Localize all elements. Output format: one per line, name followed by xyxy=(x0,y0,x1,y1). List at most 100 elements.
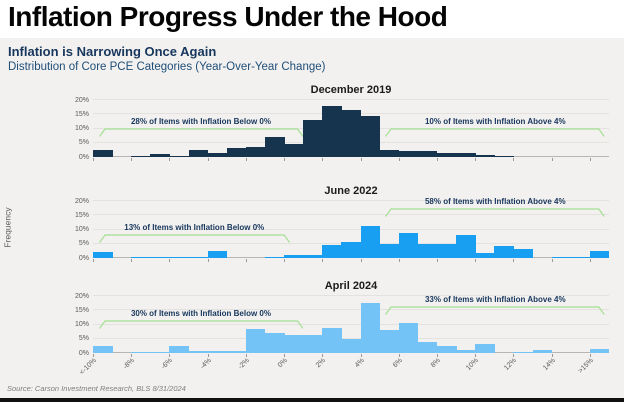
histogram-bar xyxy=(417,341,438,353)
annotation-label: 58% of Items with Inflation Above 4% xyxy=(424,196,566,206)
x-tick-mark xyxy=(169,354,171,357)
source-note: Source: Carson Investment Research, BLS … xyxy=(7,384,186,393)
histogram-bar xyxy=(398,323,419,353)
annotation-bracket xyxy=(98,319,304,329)
x-tick-mark xyxy=(475,259,477,262)
y-tick-label: 0% xyxy=(78,254,89,262)
histogram-bar xyxy=(265,256,285,258)
gridline xyxy=(93,228,609,230)
histogram-bar xyxy=(379,149,400,157)
histogram-bar xyxy=(532,350,553,353)
x-tick-mark xyxy=(169,158,171,161)
histogram-bar xyxy=(207,250,228,258)
y-tick-label: 0% xyxy=(78,153,89,161)
histogram-bar xyxy=(207,350,228,353)
histogram-bar xyxy=(322,327,342,353)
annotation-label: 30% of Items with Inflation Below 0% xyxy=(130,308,271,318)
panel-plot: 0% 5% 10% 15% 20% 28% of Items with Inflation… xyxy=(75,97,609,161)
histogram-bar xyxy=(169,256,190,258)
annotation-bracket xyxy=(385,306,606,316)
x-tick-mark xyxy=(131,259,133,262)
histogram-bar xyxy=(226,148,247,157)
histogram-bar xyxy=(188,350,209,353)
x-tick-mark xyxy=(589,259,591,262)
histogram-bar xyxy=(360,303,381,353)
histogram-bar xyxy=(475,155,495,157)
panel-plot: 0% 5% 10% 15% 20% 30% of Items with Inflation… xyxy=(75,293,610,357)
histogram-bar xyxy=(341,338,362,353)
histogram-bar xyxy=(398,232,419,258)
histogram-bar xyxy=(226,350,247,353)
x-tick-mark xyxy=(93,259,94,262)
panel-title: June 2022 xyxy=(324,185,378,197)
y-tick-label: 10% xyxy=(74,125,89,132)
histogram-bar xyxy=(494,155,514,157)
x-tick-mark xyxy=(284,354,286,357)
annotation-bracket xyxy=(385,128,606,137)
x-tick-mark xyxy=(551,259,553,262)
page-title: Inflation Progress Under the Hood xyxy=(8,1,448,32)
x-tick-mark xyxy=(131,354,133,357)
histogram-bar xyxy=(169,155,190,157)
panel-title: December 2019 xyxy=(310,84,392,96)
x-tick-mark xyxy=(322,158,324,161)
x-tick-mark xyxy=(398,158,400,161)
histogram-bar xyxy=(513,249,534,258)
y-tick-label: 20% xyxy=(74,197,89,205)
histogram-bar xyxy=(475,252,495,258)
histogram-bar xyxy=(131,256,151,258)
histogram-bar xyxy=(303,119,323,157)
x-tick-mark xyxy=(475,158,477,161)
histogram-bar xyxy=(398,151,419,157)
histogram-bar xyxy=(322,105,342,157)
gridline xyxy=(93,214,609,216)
gridline xyxy=(93,323,609,325)
y-tick-label: 15% xyxy=(74,110,89,118)
x-tick-mark xyxy=(360,354,362,357)
histogram-bar xyxy=(379,244,400,258)
histogram-bar xyxy=(284,255,304,258)
histogram-bar xyxy=(494,246,514,258)
histogram-bar xyxy=(456,234,476,258)
histogram-bar xyxy=(188,149,209,157)
histogram-bar xyxy=(207,152,228,157)
x-tick-mark xyxy=(245,354,247,357)
x-tick-mark xyxy=(322,259,324,262)
histogram-bar xyxy=(322,245,342,258)
y-tick-label: 5% xyxy=(78,139,89,147)
histogram-bar xyxy=(437,345,457,353)
histogram-bar xyxy=(475,344,495,353)
x-tick-mark xyxy=(207,354,209,357)
histogram-bar xyxy=(188,256,209,258)
histogram-bar xyxy=(93,149,113,157)
x-tick-mark xyxy=(398,259,400,262)
y-tick-label: 0% xyxy=(78,349,89,357)
x-tick-mark xyxy=(589,354,591,357)
histogram-bar xyxy=(456,152,476,157)
gridline xyxy=(93,99,609,100)
histogram-bar xyxy=(360,115,381,157)
histogram-bar xyxy=(150,154,170,157)
annotation-bracket xyxy=(98,234,290,243)
x-tick-mark xyxy=(207,158,209,161)
y-tick-label: 15% xyxy=(74,306,89,314)
panel-plot: 0% 5% 10% 15% 20% 13% of Items with Inflation… xyxy=(75,197,610,262)
annotation-label: 10% of Items with Inflation Above 4% xyxy=(424,117,566,127)
x-tick-mark xyxy=(513,158,515,161)
x-tick-mark xyxy=(245,158,247,161)
x-tick-mark xyxy=(284,259,286,262)
histogram-bar xyxy=(93,345,113,353)
histogram-bar xyxy=(379,330,400,353)
annotation-label: 13% of Items with Inflation Below 0% xyxy=(124,222,265,232)
histogram-bar xyxy=(284,144,304,157)
x-tick-mark xyxy=(284,158,286,161)
x-tick-mark xyxy=(360,158,362,161)
y-tick-label: 10% xyxy=(74,226,89,233)
annotation-label: 28% of Items with Inflation Below 0% xyxy=(130,117,271,127)
x-tick-mark xyxy=(360,259,362,262)
x-tick-mark xyxy=(169,259,171,262)
gridline xyxy=(93,337,609,339)
histogram-bar xyxy=(169,345,190,353)
panel-title: April 2024 xyxy=(324,280,378,292)
x-tick-mark xyxy=(513,354,515,357)
